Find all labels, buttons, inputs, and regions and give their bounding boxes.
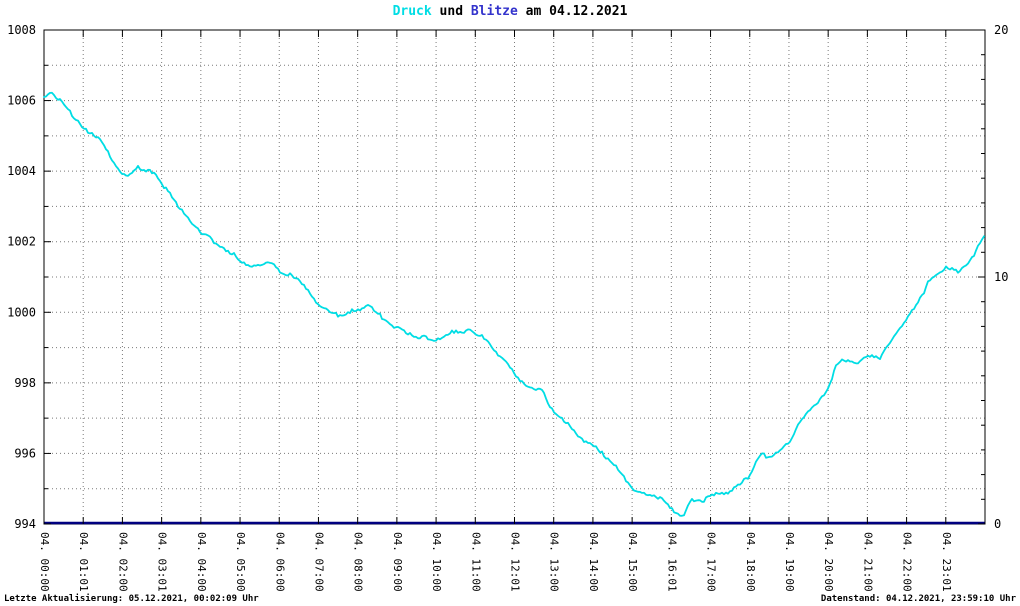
x-tick-label: 04. 07:00 — [312, 532, 325, 592]
y-left-tick-label: 996 — [14, 446, 36, 460]
x-tick-label: 04. 19:00 — [783, 532, 796, 592]
x-tick-label: 04. 09:00 — [391, 532, 404, 592]
y-right-tick-label: 20 — [994, 23, 1008, 37]
x-tick-label: 04. 05:00 — [234, 532, 247, 592]
x-tick-label: 04. 11:00 — [469, 532, 482, 592]
x-tick-label: 04. 01:01 — [77, 532, 90, 592]
title-mid-label: und — [431, 4, 471, 19]
last-update-text: Letzte Aktualisierung: 05.12.2021, 00:02… — [4, 594, 259, 604]
x-tick-label: 04. 08:00 — [352, 532, 365, 592]
x-tick-label: 04. 10:00 — [430, 532, 443, 592]
x-tick-label: 04. 04:00 — [195, 532, 208, 592]
x-tick-label: 04. 21:00 — [861, 532, 874, 592]
data-timestamp-text: Datenstand: 04.12.2021, 23:59:10 Uhr — [820, 594, 1016, 604]
x-tick-label: 04. 15:00 — [626, 532, 639, 592]
x-tick-label: 04. 17:00 — [705, 532, 718, 592]
x-tick-label: 04. 23:01 — [940, 532, 953, 592]
x-tick-label: 04. 20:00 — [822, 532, 835, 592]
y-left-tick-label: 1006 — [7, 94, 36, 108]
title-blitze-label: Blitze — [470, 4, 518, 19]
x-tick-label: 04. 18:00 — [744, 532, 757, 592]
y-left-tick-label: 1008 — [7, 23, 36, 37]
y-left-tick-label: 1000 — [7, 305, 36, 319]
x-tick-label: 04. 12:01 — [509, 532, 522, 592]
x-tick-label: 04. 02:00 — [116, 532, 129, 592]
chart-title: Druck und Blitze am 04.12.2021 — [0, 4, 1020, 19]
title-druck-label: Druck — [392, 4, 432, 19]
druck-line — [43, 91, 985, 517]
x-tick-label: 04. 13:00 — [548, 532, 561, 592]
x-tick-label: 04. 16:01 — [665, 532, 678, 592]
y-left-tick-label: 1002 — [7, 235, 36, 249]
x-tick-label: 04. 00:00 — [38, 532, 51, 592]
x-tick-label: 04. 22:00 — [901, 532, 914, 592]
y-right-tick-label: 10 — [994, 270, 1008, 284]
x-tick-label: 04. 14:00 — [587, 532, 600, 592]
x-tick-label: 04. 06:00 — [273, 532, 286, 592]
x-tick-label: 04. 03:01 — [156, 532, 169, 592]
y-left-tick-label: 1004 — [7, 164, 36, 178]
y-right-tick-label: 0 — [994, 517, 1001, 531]
title-date-label: am 04.12.2021 — [517, 4, 628, 19]
y-left-tick-label: 998 — [14, 376, 36, 390]
y-left-tick-label: 994 — [14, 517, 36, 531]
